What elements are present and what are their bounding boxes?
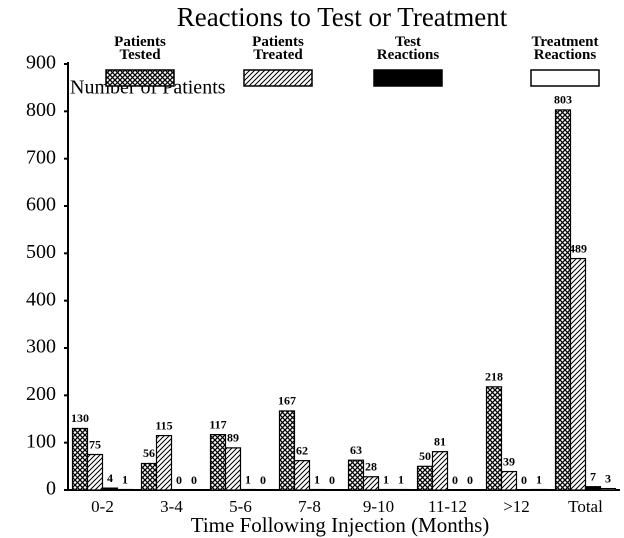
legend-swatch xyxy=(530,69,600,87)
bar xyxy=(86,453,104,491)
x-tick-label: 11-12 xyxy=(428,497,467,516)
data-label: 115 xyxy=(155,418,172,432)
y-tick-label: 100 xyxy=(26,430,56,452)
data-label: 218 xyxy=(485,370,503,384)
bar xyxy=(155,434,173,491)
y-tick-label: 200 xyxy=(26,383,56,405)
data-label: 167 xyxy=(278,394,296,408)
bar xyxy=(599,487,617,491)
bar xyxy=(554,109,572,491)
bar xyxy=(569,257,587,491)
y-tick-label: 700 xyxy=(26,146,56,168)
data-label: 0 xyxy=(467,473,473,487)
y-tick-label: 500 xyxy=(26,241,56,263)
legend-label: Patients Treated xyxy=(252,34,304,63)
bar xyxy=(500,470,518,491)
y-tick-label: 400 xyxy=(26,288,56,310)
data-label: 81 xyxy=(434,434,446,448)
legend-label: Test Reactions xyxy=(376,34,440,63)
bar xyxy=(362,476,380,491)
bar xyxy=(71,427,89,491)
data-label: 0 xyxy=(176,473,182,487)
data-label: 1 xyxy=(398,472,404,486)
data-label: 0 xyxy=(452,473,458,487)
legend-label: Patients Tested xyxy=(114,34,166,63)
data-label: 1 xyxy=(314,472,320,486)
legend-label: Treatment Reactions xyxy=(531,34,599,63)
bar xyxy=(347,459,365,491)
data-label: 75 xyxy=(89,437,101,451)
data-label: 1 xyxy=(383,472,389,486)
bar xyxy=(140,462,158,491)
bar xyxy=(224,447,242,491)
bar xyxy=(209,434,227,491)
x-tick-label: 9-10 xyxy=(363,497,394,516)
legend-swatch xyxy=(243,69,313,87)
x-tick-label: 5-6 xyxy=(229,497,252,516)
y-tick-label: 0 xyxy=(46,478,56,500)
bar xyxy=(584,486,602,491)
data-label: 1 xyxy=(536,472,542,486)
data-label: 7 xyxy=(590,469,596,483)
bar xyxy=(431,451,449,491)
data-label: 4 xyxy=(107,471,113,485)
legend-swatch xyxy=(105,69,175,87)
y-tick-label: 300 xyxy=(26,336,56,358)
y-tick-label: 800 xyxy=(26,99,56,121)
data-label: 63 xyxy=(350,443,362,457)
bar xyxy=(293,460,311,491)
data-label: 489 xyxy=(569,241,587,255)
x-tick-label: 7-8 xyxy=(298,497,321,516)
bar xyxy=(101,487,119,491)
x-tick-label: 0-2 xyxy=(91,497,114,516)
data-label: 56 xyxy=(143,446,155,460)
data-label: 62 xyxy=(296,443,308,457)
data-label: 39 xyxy=(503,454,515,468)
bar xyxy=(278,410,296,491)
x-tick-label: Total xyxy=(568,497,603,516)
x-tick-label: 3-4 xyxy=(160,497,183,516)
data-label: 0 xyxy=(260,473,266,487)
data-label: 0 xyxy=(329,473,335,487)
data-label: 89 xyxy=(227,431,239,445)
bar xyxy=(485,386,503,491)
data-label: 130 xyxy=(71,411,89,425)
data-label: 0 xyxy=(191,473,197,487)
x-axis-title: Time Following Injection (Months) xyxy=(191,513,489,537)
data-label: 50 xyxy=(419,449,431,463)
bar xyxy=(416,465,434,491)
x-tick-label: >12 xyxy=(503,497,530,516)
data-label: 1 xyxy=(245,472,251,486)
y-tick-label: 900 xyxy=(26,52,56,74)
data-label: 117 xyxy=(209,417,226,431)
data-label: 803 xyxy=(554,93,572,107)
data-label: 1 xyxy=(122,472,128,486)
data-label: 3 xyxy=(605,471,611,485)
chart-title: Reactions to Test or Treatment xyxy=(177,2,508,32)
data-label: 0 xyxy=(521,473,527,487)
y-tick-label: 600 xyxy=(26,194,56,216)
data-label: 28 xyxy=(365,459,377,473)
legend-swatch xyxy=(373,69,443,87)
